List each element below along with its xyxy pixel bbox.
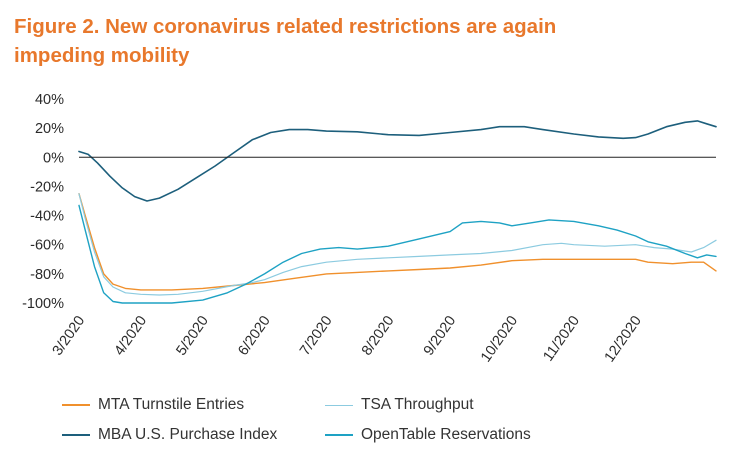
legend-item-tsa: TSA Throughput <box>325 396 474 414</box>
legend-swatch-mba <box>62 434 90 436</box>
y-tick-label: 40% <box>35 92 64 108</box>
y-tick-label: -100% <box>22 296 64 312</box>
x-tick-label: 4/2020 <box>112 313 151 359</box>
legend-label-mba: MBA U.S. Purchase Index <box>98 426 278 443</box>
y-tick-label: -20% <box>30 179 64 195</box>
chart-title-line-2: impeding mobility <box>14 44 190 67</box>
y-axis-tick-labels: 40% 20% 0% -20% -40% -60% -80% -100% <box>22 92 64 312</box>
legend-item-mta: MTA Turnstile Entries <box>62 396 244 414</box>
x-tick-label: 11/2020 <box>540 313 583 364</box>
series-line-mba <box>78 120 717 202</box>
x-tick-label: 7/2020 <box>297 313 336 359</box>
series-lines <box>78 120 717 304</box>
legend-swatch-tsa <box>325 404 353 406</box>
legend-swatch-mta <box>62 404 90 406</box>
legend-item-mba: MBA U.S. Purchase Index <box>62 426 277 444</box>
series-line-opentable <box>78 204 717 304</box>
x-tick-label: 10/2020 <box>478 313 521 365</box>
series-line-mta <box>78 193 717 291</box>
series-line-tsa <box>78 193 717 296</box>
y-tick-label: 20% <box>35 121 64 137</box>
y-tick-label: 0% <box>43 150 64 166</box>
legend-label-tsa: TSA Throughput <box>361 396 474 413</box>
legend-swatch-opentable <box>325 434 353 436</box>
x-tick-label: 6/2020 <box>235 313 274 359</box>
legend-item-opentable: OpenTable Reservations <box>325 426 531 444</box>
x-tick-label: 5/2020 <box>173 313 212 359</box>
chart-title: Figure 2. New coronavirus related restri… <box>14 12 714 70</box>
x-tick-label: 8/2020 <box>359 313 398 359</box>
legend-label-opentable: OpenTable Reservations <box>361 426 531 443</box>
x-axis-tick-labels: 3/2020 4/2020 5/2020 6/2020 7/2020 8/2020 9/20… <box>50 313 645 365</box>
y-tick-label: -60% <box>30 238 64 254</box>
legend-label-mta: MTA Turnstile Entries <box>98 396 245 413</box>
x-tick-label: 3/2020 <box>50 313 89 359</box>
x-tick-label: 12/2020 <box>602 313 645 365</box>
x-tick-label: 9/2020 <box>421 313 460 359</box>
chart-title-line-1: Figure 2. New coronavirus related restri… <box>14 15 557 38</box>
y-tick-label: -40% <box>30 209 64 225</box>
y-tick-label: -80% <box>30 267 64 283</box>
